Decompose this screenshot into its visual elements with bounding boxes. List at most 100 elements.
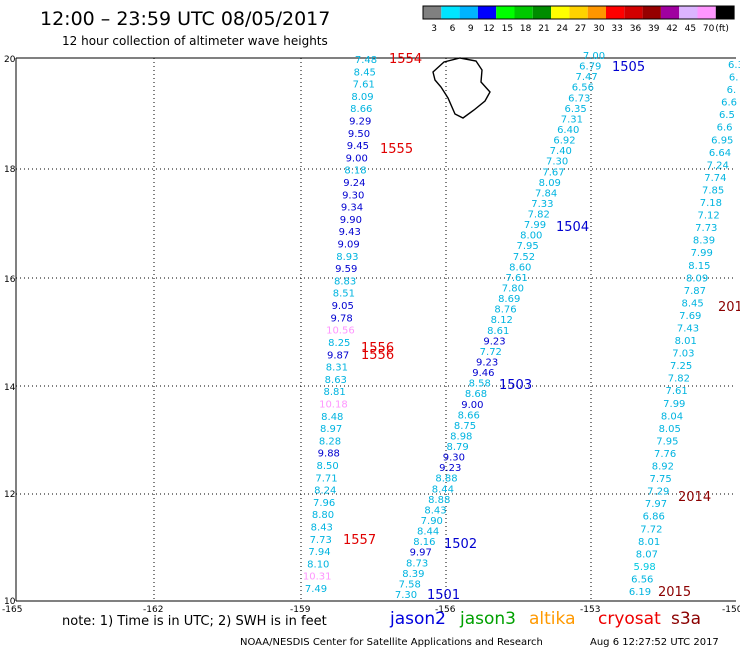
wave-height-value: 7.75 [649, 474, 671, 485]
wave-height-value: 6.19 [629, 587, 651, 598]
altimeter-track-c: 6.36.6.6.66.56.66.956.647.247.747.857.18… [629, 60, 740, 598]
wave-height-value: 9.23 [476, 358, 498, 369]
wave-height-value: 7.82 [528, 210, 550, 221]
wave-height-value: 8.31 [326, 363, 348, 374]
wave-height-value: 7.00 [583, 51, 605, 62]
legend-swatch [606, 6, 625, 19]
wave-height-value: 8.07 [636, 549, 658, 560]
pass-number-label: 1557 [343, 533, 376, 548]
legend-label: 21 [538, 24, 549, 34]
wave-height-value: 7.72 [480, 347, 502, 358]
wave-height-value: 6.40 [557, 125, 579, 136]
wave-height-value: 8.58 [469, 379, 491, 390]
wave-height-value: 7.76 [654, 449, 676, 460]
wave-height-value: 6.86 [643, 512, 665, 523]
wave-height-value: 8.76 [494, 305, 516, 316]
wave-height-value: 9.45 [347, 141, 369, 152]
wave-height-value: 6.6 [717, 123, 733, 134]
wave-height-value: 9.34 [341, 203, 363, 214]
wave-height-value: 7.97 [645, 499, 667, 510]
wave-height-value: 7.30 [395, 590, 417, 601]
wave-height-value: 9.50 [348, 129, 370, 140]
wave-height-value: 7.94 [308, 547, 330, 558]
x-tick-label: -165 [2, 605, 22, 615]
legend-label: 45 [685, 24, 696, 34]
wave-height-value: 8.43 [424, 506, 446, 517]
altimeter-track-a: 7.488.45 7.618.098.66 9.299.509.459.00 8.18… [303, 55, 377, 595]
legend-swatch [569, 6, 588, 19]
wave-height-value: 7.73 [310, 535, 332, 546]
wave-height-value: 7.43 [677, 324, 699, 335]
pass-number-label: 1555 [380, 142, 413, 157]
wave-height-value: 8.18 [344, 166, 366, 177]
wave-height-value: 8.44 [432, 484, 454, 495]
wave-height-value: 9.43 [339, 227, 361, 238]
wave-height-value: 10.18 [319, 400, 348, 411]
legend-label: 30 [593, 24, 605, 34]
wave-height-value: 7.52 [513, 252, 535, 263]
pass-number-label: 2014 [678, 490, 711, 505]
legend-swatch [715, 6, 735, 19]
legend-swatch [551, 6, 570, 19]
legend-label: 12 [483, 24, 494, 34]
wave-height-value: 8.50 [316, 461, 338, 472]
wave-height-value: 8.98 [450, 432, 472, 443]
x-tick-label: -150 [722, 605, 740, 615]
wave-height-value: 6.92 [553, 136, 575, 147]
wave-height-value: 6. [727, 85, 737, 96]
wave-height-value: 7.95 [656, 436, 678, 447]
wave-height-value: 8.24 [314, 486, 336, 497]
y-tick-label: 18 [4, 165, 16, 175]
pass-number-label: 1556 [361, 348, 394, 363]
wave-height-value: 8.83 [334, 276, 356, 287]
wave-height-value: 9.59 [335, 264, 357, 275]
wave-height-value: 9.23 [483, 336, 505, 347]
wave-height-value: 7.72 [640, 524, 662, 535]
wave-height-value: 8.15 [688, 261, 710, 272]
wave-height-value: 8.97 [320, 424, 342, 435]
x-tick-label: -159 [290, 605, 311, 615]
y-tick-label: 14 [4, 383, 16, 393]
wave-height-value: 8.16 [413, 537, 435, 548]
pass-number-label: 1501 [427, 588, 460, 603]
wave-height-value: 8.75 [454, 421, 476, 432]
legend-label: 42 [666, 24, 677, 34]
wave-height-value: 7.84 [535, 188, 557, 199]
wave-height-value: 7.47 [575, 72, 597, 83]
footer-note: note: 1) Time is in UTC; 2) SWH is in fe… [62, 614, 327, 629]
wave-height-value: 6. [729, 73, 739, 84]
wave-height-value: 7.67 [542, 167, 564, 178]
wave-height-value: 7.33 [531, 199, 553, 210]
satellite-name: altika [529, 609, 576, 629]
satellite-key: jason2 jason3 altika cryosat s3a [389, 609, 701, 629]
x-tick-label: -156 [435, 605, 456, 615]
color-legend: 3 6 9 12 15 18 21 24 27 30 33 36 39 42 45 70 (ft) [422, 5, 735, 34]
legend-swatch [642, 6, 661, 19]
wave-height-value: 7.24 [707, 160, 729, 171]
legend-swatch [660, 6, 680, 19]
legend-label: 15 [502, 24, 513, 34]
y-tick-label: 20 [4, 55, 16, 65]
wave-height-value: 10.56 [326, 326, 355, 337]
wave-height-value: 9.46 [472, 368, 494, 379]
wave-height-value: 9.09 [337, 240, 359, 251]
y-tick-label: 10 [4, 597, 16, 607]
wave-height-value: 8.93 [336, 252, 358, 263]
wave-height-value: 7.96 [313, 498, 335, 509]
legend-label: 3 [431, 24, 437, 34]
wave-height-value: 9.23 [439, 463, 461, 474]
wave-height-value: 8.69 [498, 294, 520, 305]
wave-height-value: 6.64 [709, 148, 731, 159]
wave-height-value: 7.25 [670, 361, 692, 372]
wave-height-value: 7.18 [700, 198, 722, 209]
legend-swatch [459, 6, 478, 19]
satellite-name: jason2 [389, 609, 446, 629]
wave-height-value: 7.87 [684, 286, 706, 297]
legend-swatch [532, 6, 552, 19]
pass-number-label: 1504 [556, 220, 589, 235]
wave-height-value: 8.04 [661, 411, 683, 422]
wave-height-value: 7.71 [315, 473, 337, 484]
wave-height-value: 7.74 [704, 173, 726, 184]
legend-swatch [423, 6, 442, 19]
